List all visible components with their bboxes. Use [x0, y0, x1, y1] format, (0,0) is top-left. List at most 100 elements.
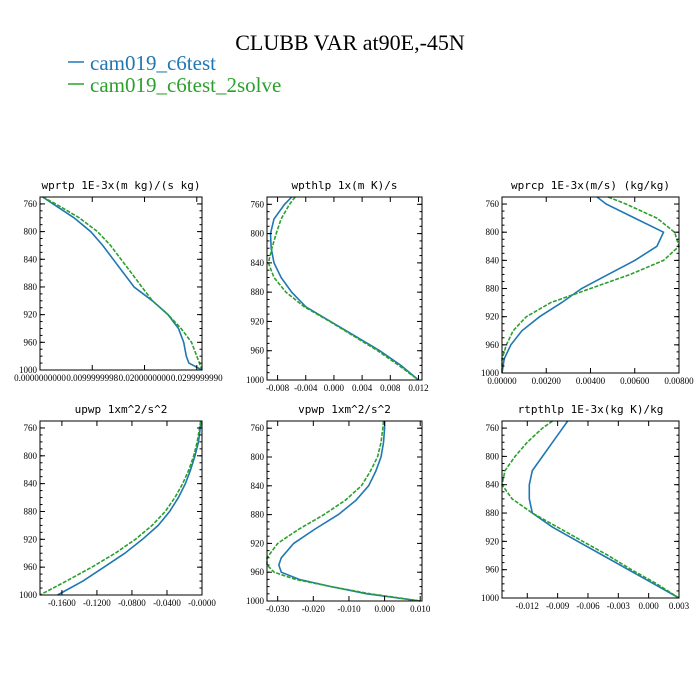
series-line-c6test-2solve	[266, 420, 421, 602]
y-tick-label: 800	[251, 229, 265, 239]
y-tick-label: 880	[251, 287, 265, 297]
x-tick-label: -0.008	[266, 383, 290, 393]
x-tick-label: 0.00000	[487, 376, 517, 386]
plot-frame	[266, 420, 423, 602]
series-line-c6test	[57, 420, 202, 596]
y-tick-label: 840	[251, 258, 265, 268]
y-tick-label: 960	[486, 340, 500, 350]
y-tick-label: 800	[486, 451, 500, 461]
plot-frame	[266, 196, 423, 381]
y-tick-label: 960	[24, 562, 38, 572]
x-tick-label: -0.0400	[153, 598, 181, 608]
panel-6: rtpthlp 1E-3x(kg K)/kg 760 800 840 880 920 960…	[481, 403, 690, 611]
y-tick-label: 880	[24, 506, 38, 516]
x-tick-label: 0.00800	[664, 376, 694, 386]
panel-title: rtpthlp 1E-3x(kg K)/kg	[518, 403, 664, 416]
series-line-c6test	[501, 196, 665, 374]
x-tick-label: 0.0299999990	[171, 373, 223, 383]
y-tick-label: 800	[24, 227, 38, 237]
panel-1: wprtp 1E-3x(m kg)/(s kg) 760 800 840 880 920 9…	[14, 179, 223, 383]
y-tick-label: 960	[24, 337, 38, 347]
x-tick-label: -0.030	[266, 604, 290, 614]
x-tick-label: 0.000	[639, 601, 660, 611]
x-tick-label: -0.0000	[188, 598, 216, 608]
y-tick-label: 880	[486, 284, 500, 294]
y-tick-label: 920	[486, 536, 500, 546]
x-tick-label: 0.008	[380, 383, 401, 393]
y-tick-label: 920	[251, 538, 265, 548]
plot-frame	[501, 420, 680, 599]
y-tick-label: 760	[251, 423, 265, 433]
x-tick-label: 0.010	[410, 604, 431, 614]
series-line-c6test	[42, 196, 203, 371]
y-tick-label: 800	[486, 227, 500, 237]
legend-label-0: cam019_c6test	[90, 51, 216, 75]
x-tick-label: -0.020	[302, 604, 326, 614]
series-line-c6test	[528, 420, 680, 599]
y-tick-label: 920	[24, 310, 38, 320]
x-tick-label: 0.00400	[576, 376, 606, 386]
x-tick-label: -0.006	[576, 601, 600, 611]
y-tick-label: 1000	[19, 590, 38, 600]
y-tick-label: 960	[251, 567, 265, 577]
y-tick-label: 920	[24, 534, 38, 544]
y-tick-label: 1000	[19, 365, 38, 375]
series-line-c6test-2solve	[267, 196, 419, 381]
panel-title: vpwp 1xm^2/s^2	[298, 403, 391, 416]
x-tick-label: 0.0200000000	[119, 373, 171, 383]
x-tick-label: -0.1200	[83, 598, 111, 608]
y-tick-label: 840	[24, 254, 38, 264]
plot-frame	[39, 196, 203, 371]
x-tick-label: -0.012	[516, 601, 539, 611]
legend: cam019_c6test cam019_c6test_2solve	[68, 51, 281, 97]
series-line-c6test-2solve	[42, 196, 203, 371]
panel-title: wpthlp 1x(m K)/s	[292, 179, 398, 192]
y-tick-label: 920	[251, 316, 265, 326]
y-tick-label: 840	[486, 255, 500, 265]
series-line-c6test-2solve	[501, 196, 680, 373]
panel-2: wpthlp 1x(m K)/s 760 800 840 880 920 960 1000-0…	[246, 179, 429, 393]
y-tick-label: 880	[251, 510, 265, 520]
x-tick-label: 0.012	[408, 383, 428, 393]
panel-title: wprtp 1E-3x(m kg)/(s kg)	[42, 179, 201, 192]
y-tick-label: 840	[24, 479, 38, 489]
series-line-c6test-2solve	[501, 420, 680, 599]
panels: wprtp 1E-3x(m kg)/(s kg) 760 800 840 880 920 9…	[14, 179, 694, 614]
y-tick-label: 920	[486, 312, 500, 322]
x-tick-label: -0.1600	[48, 598, 76, 608]
y-tick-label: 1000	[481, 368, 500, 378]
y-tick-label: 880	[486, 508, 500, 518]
y-tick-label: 880	[24, 282, 38, 292]
series-line-c6test	[277, 421, 421, 602]
y-tick-label: 960	[486, 565, 500, 575]
legend-label-1: cam019_c6test_2solve	[90, 73, 281, 97]
plot-frame	[39, 420, 203, 596]
y-tick-label: 1000	[246, 596, 265, 606]
y-tick-label: 800	[251, 452, 265, 462]
x-tick-label: 0.00600	[620, 376, 650, 386]
x-tick-label: -0.009	[546, 601, 570, 611]
y-tick-label: 760	[251, 199, 265, 209]
x-tick-label: 0.000	[324, 383, 345, 393]
y-tick-label: 840	[486, 480, 500, 490]
x-tick-label: 0.003	[669, 601, 690, 611]
y-tick-label: 760	[24, 423, 38, 433]
x-tick-label: 0.0000000000	[14, 373, 66, 383]
y-tick-label: 800	[24, 451, 38, 461]
panel-5: vpwp 1xm^2/s^27608008408809209601000-0.0…	[246, 403, 431, 614]
plot-frame	[501, 196, 680, 374]
y-tick-label: 960	[251, 346, 265, 356]
y-tick-label: 760	[24, 199, 38, 209]
figure-title: CLUBB VAR at90E,-45N	[235, 30, 465, 55]
y-tick-label: 760	[486, 199, 500, 209]
panel-title: wprcp 1E-3x(m/s) (kg/kg)	[511, 179, 670, 192]
x-tick-label: 0.004	[352, 383, 373, 393]
y-tick-label: 760	[486, 423, 500, 433]
x-tick-label: -0.010	[337, 604, 361, 614]
x-tick-label: -0.0800	[118, 598, 146, 608]
x-tick-label: 0.0099999998	[66, 373, 118, 383]
y-tick-label: 1000	[246, 375, 265, 385]
panel-3: wprcp 1E-3x(m/s) (kg/kg) 760 800 840 880 920 9…	[481, 179, 694, 386]
y-tick-label: 1000	[481, 593, 500, 603]
panel-title: upwp 1xm^2/s^2	[75, 403, 168, 416]
